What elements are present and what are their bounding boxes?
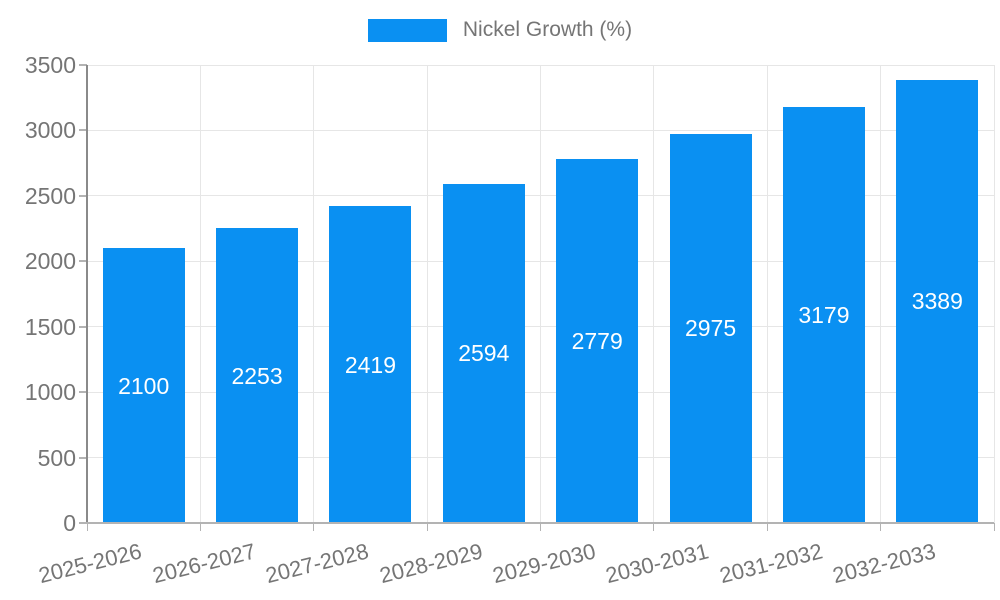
x-axis-label-text: 2026-2027 xyxy=(149,538,258,589)
bar[interactable] xyxy=(442,183,525,523)
x-axis-tick xyxy=(199,523,201,531)
legend-swatch xyxy=(367,18,447,42)
x-axis-tick xyxy=(993,523,995,531)
y-axis-tick-label: 1500 xyxy=(24,313,76,340)
gridline-vertical xyxy=(313,65,315,523)
bar[interactable] xyxy=(556,159,639,523)
bar-value-label: 2779 xyxy=(571,328,623,355)
bar[interactable] xyxy=(896,79,979,523)
bar[interactable] xyxy=(329,206,412,523)
gridline-vertical xyxy=(880,65,882,523)
x-axis-tick xyxy=(766,523,768,531)
bar[interactable] xyxy=(216,228,299,523)
y-axis-tick-label: 1000 xyxy=(24,379,76,406)
x-axis-label-text: 2030-2031 xyxy=(603,538,712,589)
y-axis-tick xyxy=(79,325,87,328)
y-axis-tick xyxy=(79,64,87,66)
gridline-vertical xyxy=(540,65,541,523)
x-axis-line xyxy=(86,522,994,524)
bar-value-label: 2419 xyxy=(344,351,397,378)
bar-value-label: 2975 xyxy=(684,315,737,342)
legend[interactable]: Nickel Growth (%) xyxy=(0,18,1000,42)
bar[interactable] xyxy=(102,248,185,523)
x-axis-label-text: 2028-2029 xyxy=(376,538,485,589)
x-axis-label-text: 2029-2030 xyxy=(489,538,599,589)
gridline-vertical xyxy=(993,65,995,523)
x-axis-tick xyxy=(540,523,541,531)
gridline-vertical xyxy=(199,65,201,523)
x-axis-label-text: 2031-2032 xyxy=(716,538,825,589)
gridline-vertical xyxy=(426,65,428,523)
gridline-vertical xyxy=(766,65,768,523)
y-axis-tick-label: 3000 xyxy=(24,117,76,144)
y-axis-tick-label: 2000 xyxy=(24,248,76,275)
y-axis-tick xyxy=(79,194,87,197)
x-axis-label-text: 2032-2033 xyxy=(830,538,939,589)
bar-value-label: 2253 xyxy=(231,362,283,389)
bar-value-label: 3179 xyxy=(798,302,850,328)
legend-label: Nickel Growth (%) xyxy=(462,18,633,41)
y-axis-tick-label: 2500 xyxy=(24,182,76,209)
y-axis-tick-label: 500 xyxy=(37,444,76,471)
y-axis-tick xyxy=(79,129,87,132)
bar-value-label: 2100 xyxy=(118,372,170,399)
gridline-vertical xyxy=(653,65,655,523)
bar-value-label: 3389 xyxy=(911,288,963,315)
y-axis-tick xyxy=(79,391,87,394)
x-axis-tick xyxy=(313,523,315,531)
x-axis-tick xyxy=(426,523,428,531)
bar[interactable] xyxy=(782,107,865,523)
x-axis-label-text: 2027-2028 xyxy=(263,538,372,589)
x-axis-tick xyxy=(86,523,88,531)
y-axis-tick xyxy=(79,522,87,524)
bar-value-label: 2594 xyxy=(458,340,510,367)
y-axis-tick-label: 3500 xyxy=(24,52,76,78)
x-axis-label-text: 2025-2026 xyxy=(36,538,145,589)
x-axis-tick xyxy=(880,523,882,531)
y-axis-line xyxy=(86,65,88,523)
y-axis-tick xyxy=(79,456,87,459)
y-axis-tick xyxy=(79,260,87,263)
y-axis-tick-label: 0 xyxy=(63,510,76,536)
x-axis-tick xyxy=(653,523,655,531)
bar[interactable] xyxy=(669,133,752,523)
